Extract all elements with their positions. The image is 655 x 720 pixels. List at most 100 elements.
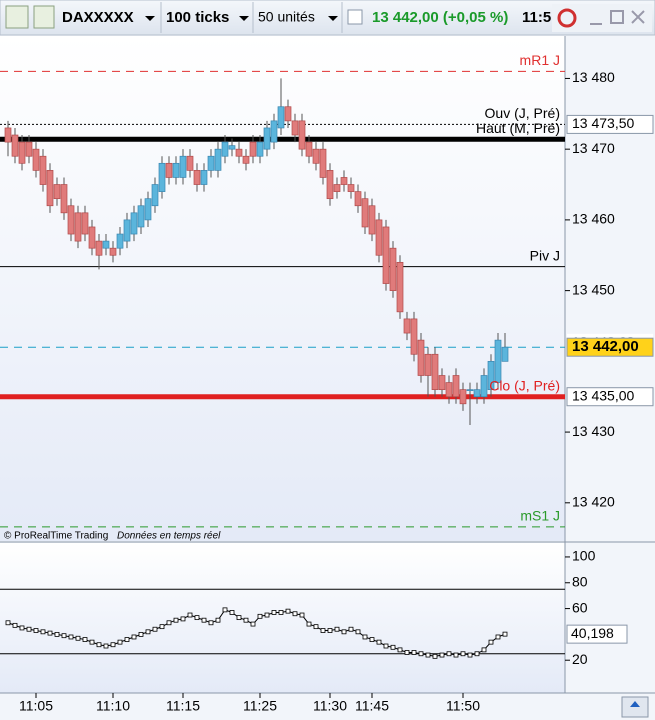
candle-body (396, 261, 404, 313)
y-tick-label: 13 420 (572, 494, 615, 510)
maximize-button[interactable] (610, 10, 624, 24)
candle-body (235, 148, 243, 157)
candle-body (270, 120, 278, 143)
candle-body (452, 375, 460, 398)
indicator-point (334, 626, 340, 632)
price-box (566, 337, 654, 357)
candle-body (25, 141, 33, 157)
candle-body (487, 361, 495, 390)
candle-body (438, 375, 446, 390)
x-tick-label: 11:15 (166, 698, 200, 714)
indicator-point (145, 629, 151, 635)
indicator-point (355, 629, 361, 635)
time: 11:5 (522, 9, 551, 26)
candle-body (305, 141, 313, 157)
candle-body (242, 155, 250, 164)
indicator-point (82, 637, 88, 642)
candle-body (228, 145, 236, 150)
candle-body (347, 184, 355, 192)
indicator-point (201, 617, 207, 623)
candle-body (165, 162, 173, 178)
indicator-point (152, 626, 158, 632)
candle-body (319, 148, 327, 178)
info-button[interactable] (347, 9, 363, 25)
indicator-point (327, 628, 333, 633)
candle-body (18, 141, 26, 164)
candle-body (207, 155, 215, 171)
chart-type-button[interactable] (5, 5, 29, 29)
candle-body (368, 205, 376, 235)
candle-body (193, 170, 201, 185)
indicator-point (229, 610, 235, 615)
x-tick-label: 11:25 (243, 698, 277, 714)
level-label: Clo (J, Pré) (489, 377, 560, 393)
candle-body (46, 170, 54, 207)
price-box (566, 387, 654, 407)
symbol: DAXXXXX (62, 9, 134, 26)
refresh-button[interactable] (557, 8, 577, 28)
candle-body (81, 212, 89, 235)
symbol-select[interactable]: DAXXXXX (62, 9, 155, 26)
indicator-point (124, 637, 130, 642)
quote: 13 442,00 (+0,05 %) (372, 9, 508, 26)
candle-body (67, 205, 75, 235)
units-select[interactable]: 50 unités (258, 9, 338, 25)
indicator-point (61, 633, 67, 639)
y-tick-label: 13 430 (572, 423, 615, 439)
indicator-point (208, 620, 214, 626)
indicator-point (166, 620, 172, 626)
indicator-point (425, 652, 431, 658)
candle-body (480, 375, 488, 398)
indicator-point (19, 625, 25, 631)
indicator-point (138, 631, 144, 637)
candle-body (74, 212, 82, 242)
x-tick-label: 11:05 (19, 698, 53, 714)
indicator-point (460, 651, 466, 657)
indicator-point (285, 608, 291, 614)
candle-body (39, 155, 47, 185)
candle-body (60, 184, 68, 214)
level-label: Ouv (J, Pré) (485, 105, 560, 121)
indicator-point (215, 617, 221, 623)
candle-body (95, 240, 103, 256)
candle-body (158, 162, 166, 192)
indicator-point (194, 615, 200, 621)
indicator-point (453, 652, 459, 658)
indicator-point (495, 634, 501, 640)
price-box-label: 13 473,50 (572, 115, 634, 131)
feed-status: Données en temps réel (117, 531, 221, 542)
candle-body (186, 155, 194, 171)
indicator-point (243, 617, 249, 623)
indicator-point (418, 651, 424, 657)
candle-body (214, 148, 222, 171)
indicator-point (488, 639, 494, 645)
candle-body (88, 226, 96, 249)
indicator-point (439, 652, 445, 658)
indicator-point (40, 629, 46, 635)
y-tick-label: 20 (572, 651, 588, 667)
price-box-label: 13 442,00 (572, 338, 639, 355)
candle-body (263, 127, 271, 150)
interval-select[interactable]: 100 ticks (166, 9, 249, 26)
indicator-point (250, 621, 256, 627)
indicator-point (299, 612, 305, 618)
candle-body (417, 339, 425, 376)
x-tick-label: 11:30 (313, 698, 347, 714)
indicator-point (432, 653, 438, 659)
units: 50 unités (258, 9, 315, 25)
indicator-point (187, 612, 193, 618)
candle-body (403, 318, 411, 334)
indicator-point (404, 650, 410, 655)
candle-body (501, 346, 509, 362)
candle-body (123, 219, 131, 242)
candle-body (473, 389, 481, 398)
dropdown-arrow (145, 16, 155, 21)
candle-body (4, 127, 12, 143)
close-button[interactable] (631, 10, 645, 24)
indicator-point (180, 616, 186, 622)
candle-body (312, 148, 320, 164)
link-button[interactable] (33, 5, 55, 29)
candle-body (256, 141, 264, 157)
indicator-point (264, 612, 270, 618)
indicator-point (103, 643, 109, 649)
